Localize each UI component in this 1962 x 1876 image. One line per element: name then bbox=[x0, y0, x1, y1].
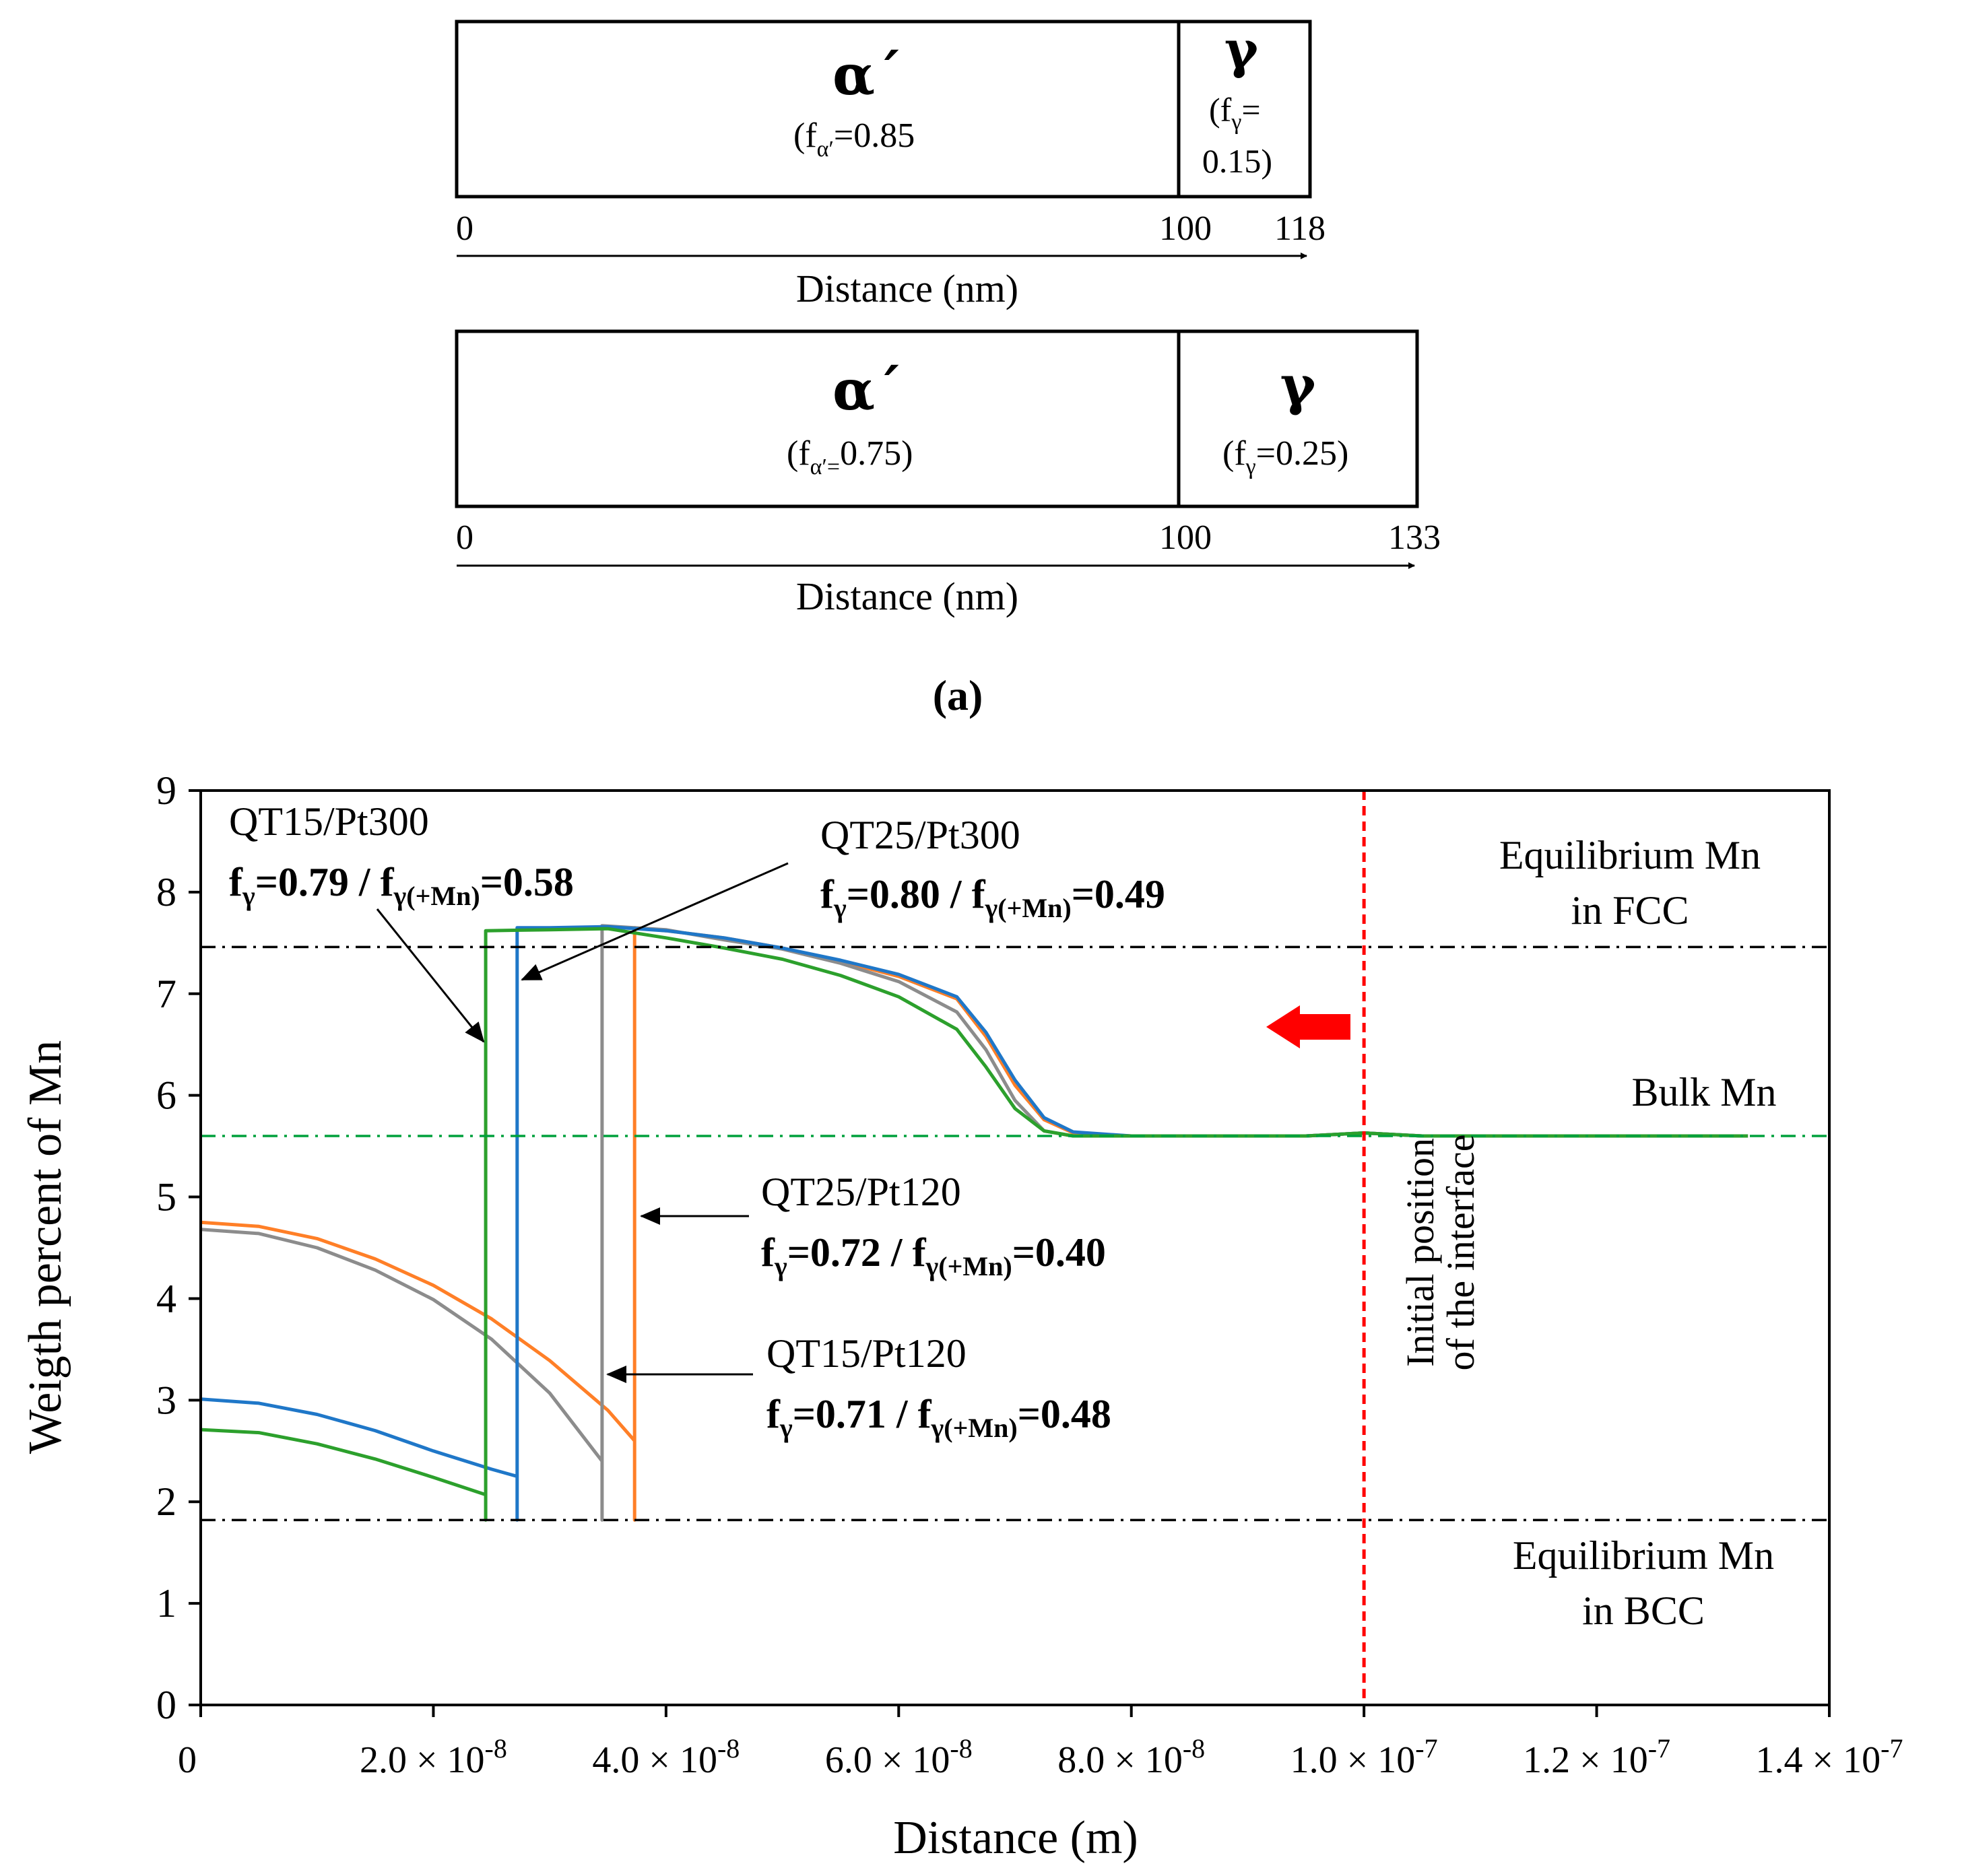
schematic-2-tick-100: 100 bbox=[1159, 518, 1212, 557]
equilibrium-bcc-label-2: in BCC bbox=[1582, 1588, 1705, 1633]
interface-label-1: Initial position bbox=[1398, 1138, 1442, 1367]
annotation-qt25-pt300-arrow bbox=[521, 862, 789, 981]
plot-frame bbox=[199, 789, 1831, 1706]
schematic-2-gamma-symbol: γ bbox=[1280, 354, 1317, 417]
schematic-2-alpha-fraction: (fα′=0.75) bbox=[787, 434, 913, 479]
y-axis-title: Weigth percent of Mn bbox=[20, 1040, 71, 1454]
annotation-qt15-pt120-title: QT15/Pt120 bbox=[766, 1331, 967, 1376]
bulk-mn-label: Bulk Mn bbox=[1631, 1070, 1776, 1114]
y-tick-label-6: 6 bbox=[156, 1073, 176, 1118]
schematic-2-gamma-fraction: (fγ=0.25) bbox=[1222, 434, 1348, 479]
y-tick-label-3: 3 bbox=[156, 1378, 176, 1422]
x-tick-label-0: 0 bbox=[178, 1739, 197, 1781]
x-tick-label-4: 8.0 × 10-8 bbox=[1057, 1733, 1205, 1781]
schematic-1-gamma-fraction-line1: (fγ= bbox=[1209, 91, 1261, 135]
annotation-qt25-pt300-values: fγ=0.80 / fγ(+Mn)=0.49 bbox=[820, 872, 1165, 923]
x-tick-label-3: 6.0 × 10-8 bbox=[825, 1733, 973, 1781]
axes: 0 1 2 3 4 5 6 7 8 9 0 2.0 × 10-8 4.0 × 10-8 6.0 × 10-… bbox=[156, 768, 1903, 1781]
annotation-qt15-pt120-values: fγ=0.71 / fγ(+Mn)=0.48 bbox=[766, 1392, 1111, 1443]
y-tick-label-8: 8 bbox=[156, 870, 176, 914]
annotation-qt15-pt120: QT15/Pt120 fγ=0.71 / fγ(+Mn)=0.48 bbox=[606, 1331, 1111, 1443]
schematic-1-alpha-symbol: α´ bbox=[832, 43, 903, 108]
annotation-qt25-pt300-title: QT25/Pt300 bbox=[820, 813, 1020, 857]
y-tick-label-2: 2 bbox=[156, 1479, 176, 1524]
annotation-qt25-pt300: QT25/Pt300 fγ=0.80 / fγ(+Mn)=0.49 bbox=[521, 813, 1165, 981]
annotation-qt25-pt120-values: fγ=0.72 / fγ(+Mn)=0.40 bbox=[761, 1230, 1106, 1281]
annotation-qt25-pt120-title: QT25/Pt120 bbox=[761, 1170, 961, 1214]
annotation-qt15-pt300: QT15/Pt300 fγ=0.79 / fγ(+Mn)=0.58 bbox=[229, 799, 574, 1043]
schematic-2-box bbox=[455, 329, 1419, 508]
reference-lines bbox=[201, 791, 1829, 1705]
equilibrium-bcc-label-1: Equilibrium Mn bbox=[1513, 1533, 1774, 1578]
schematic-2-alpha-symbol: α´ bbox=[832, 358, 903, 423]
y-tick-label-0: 0 bbox=[156, 1683, 176, 1727]
x-tick-label-1: 2.0 × 10-8 bbox=[360, 1733, 507, 1781]
y-tick-label-9: 9 bbox=[156, 768, 176, 813]
x-tick-label-7: 1.4 × 10-7 bbox=[1756, 1733, 1903, 1781]
schematic-1-box bbox=[455, 20, 1312, 199]
y-tick-label-4: 4 bbox=[156, 1276, 176, 1320]
x-tick-label-2: 4.0 × 10-8 bbox=[592, 1733, 740, 1781]
schematic-1: α´ (fα′=0.85 γ (fγ= 0.15) 0 100 118 Dist… bbox=[455, 20, 1326, 310]
schematic-1-alpha-fraction: (fα′=0.85 bbox=[793, 116, 915, 162]
schematic-1-gamma-symbol: γ bbox=[1224, 20, 1259, 79]
annotation-qt25-pt120: QT25/Pt120 fγ=0.72 / fγ(+Mn)=0.40 bbox=[640, 1170, 1106, 1281]
interface-direction-arrow bbox=[1266, 1005, 1350, 1048]
schematic-2-tick-133: 133 bbox=[1388, 518, 1441, 557]
annotation-qt15-pt300-arrow bbox=[376, 908, 485, 1043]
x-tick-label-5: 1.0 × 10-7 bbox=[1290, 1733, 1438, 1781]
x-axis-title: Distance (m) bbox=[893, 1812, 1138, 1864]
schematic-1-tick-100: 100 bbox=[1159, 209, 1212, 248]
equilibrium-fcc-label-2: in FCC bbox=[1571, 888, 1689, 933]
schematic-1-gamma-fraction-line2: 0.15) bbox=[1202, 142, 1272, 180]
y-tick-label-1: 1 bbox=[156, 1581, 176, 1626]
annotation-qt15-pt300-values: fγ=0.79 / fγ(+Mn)=0.58 bbox=[229, 860, 574, 911]
schematic-2-tick-0: 0 bbox=[456, 518, 473, 557]
y-tick-label-7: 7 bbox=[156, 972, 176, 1016]
annotation-qt15-pt300-title: QT15/Pt300 bbox=[229, 799, 429, 844]
y-tick-label-5: 5 bbox=[156, 1175, 176, 1219]
schematic-1-tick-118: 118 bbox=[1274, 209, 1326, 248]
schematic-2: α´ (fα′=0.75) γ (fγ=0.25) 0 100 133 Dist… bbox=[455, 329, 1441, 618]
panel-label: (a) bbox=[933, 671, 983, 719]
schematic-2-axis-label: Distance (nm) bbox=[796, 574, 1018, 618]
chart: 0 1 2 3 4 5 6 7 8 9 0 2.0 × 10-8 4.0 × 10-8 6.0 × 10-… bbox=[20, 768, 1903, 1864]
x-tick-label-6: 1.2 × 10-7 bbox=[1523, 1733, 1670, 1781]
schematic-1-tick-0: 0 bbox=[456, 209, 473, 248]
equilibrium-fcc-label-1: Equilibrium Mn bbox=[1499, 833, 1761, 877]
schematic-1-axis-label: Distance (nm) bbox=[796, 267, 1018, 310]
interface-label-2: of the interface bbox=[1439, 1134, 1482, 1370]
